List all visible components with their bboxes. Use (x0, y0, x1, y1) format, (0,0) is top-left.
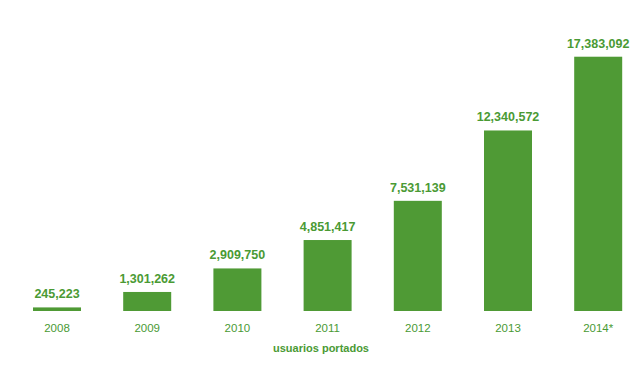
bar (33, 307, 81, 311)
x-axis-label: usuarios portados (273, 342, 369, 354)
x-tick-label: 2013 (495, 322, 521, 334)
data-label: 2,909,750 (210, 248, 266, 262)
chart-container: 245,223 2008 1,301,262 2009 2,909,750 2010 4,8… (0, 0, 638, 366)
x-tick-label: 2014* (583, 322, 614, 334)
data-label: 17,383,092 (567, 37, 630, 51)
bar (213, 268, 261, 311)
bar (574, 57, 622, 311)
x-tick-label: 2009 (134, 322, 160, 334)
data-label: 12,340,572 (477, 110, 540, 124)
x-tick-label: 2011 (315, 322, 340, 334)
bar (304, 240, 352, 311)
labels: 245,223 2008 1,301,262 2009 2,909,750 2010 4,8… (34, 37, 629, 354)
bar (484, 130, 532, 311)
data-label: 7,531,139 (390, 181, 446, 195)
x-tick-label: 2008 (44, 322, 70, 334)
x-tick-label: 2012 (405, 322, 431, 334)
bar (394, 201, 442, 311)
chart-svg: 245,223 2008 1,301,262 2009 2,909,750 2010 4,8… (0, 0, 638, 366)
bar (123, 292, 171, 311)
x-tick-label: 2010 (225, 322, 251, 334)
data-label: 245,223 (34, 287, 79, 301)
bars (33, 57, 622, 311)
data-label: 1,301,262 (119, 272, 175, 286)
data-label: 4,851,417 (300, 220, 356, 234)
